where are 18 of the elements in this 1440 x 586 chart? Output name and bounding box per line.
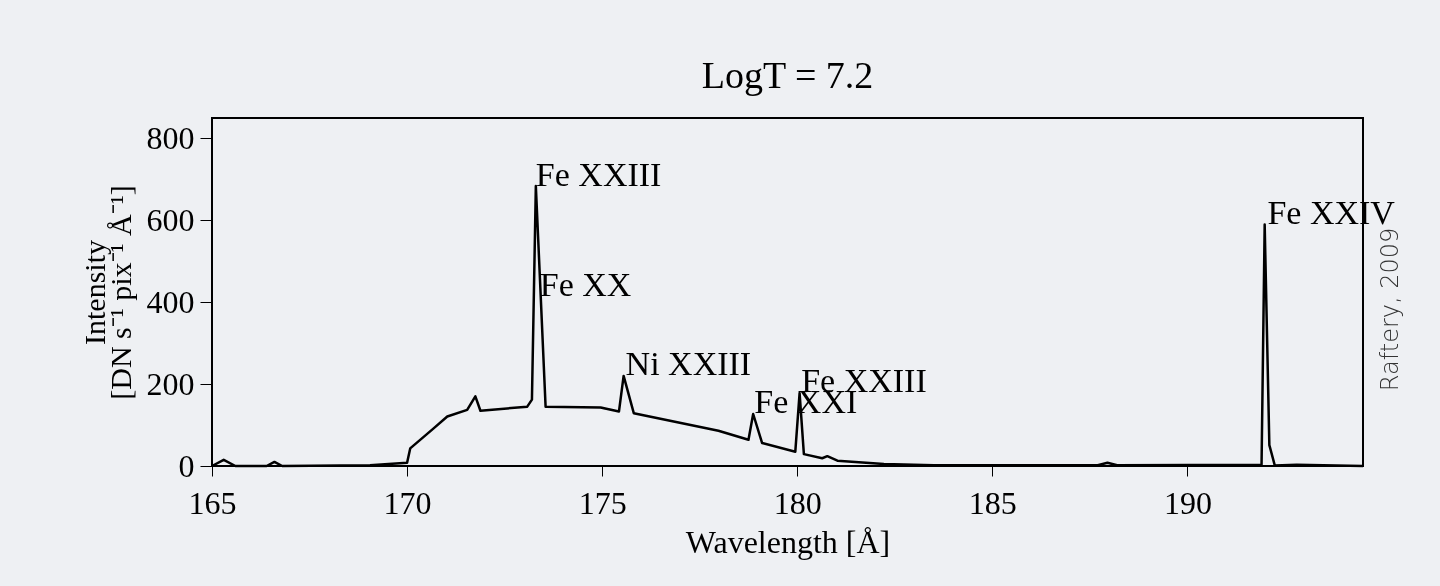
y-tick-label: 800 bbox=[146, 119, 195, 156]
annotation: Ni XXIII bbox=[625, 344, 752, 382]
x-tick-label: 165 bbox=[188, 484, 237, 521]
x-tick-label: 180 bbox=[773, 484, 822, 521]
x-tick-label: 175 bbox=[578, 484, 627, 521]
y-axis-title: Intensity [DN s⁻¹ pix⁻¹ Å⁻¹] bbox=[77, 185, 137, 400]
text: Raftery, 2009 bbox=[1376, 227, 1404, 392]
y-tick-label: 200 bbox=[146, 365, 195, 402]
y-tick-label: 400 bbox=[146, 283, 195, 320]
y-tick-label: 0 bbox=[178, 447, 195, 484]
x-tick-label: 190 bbox=[1163, 484, 1212, 521]
x-tick-label: 185 bbox=[968, 484, 1017, 521]
annotation: Fe XXIII bbox=[535, 155, 662, 193]
y-tick-label: 600 bbox=[146, 201, 195, 238]
annotation: Fe XX bbox=[539, 265, 632, 303]
x-axis-title: Wavelength [Å] bbox=[685, 523, 891, 560]
x-tick-label: 170 bbox=[383, 484, 432, 521]
chart-title: LogT = 7.2 bbox=[701, 54, 874, 96]
